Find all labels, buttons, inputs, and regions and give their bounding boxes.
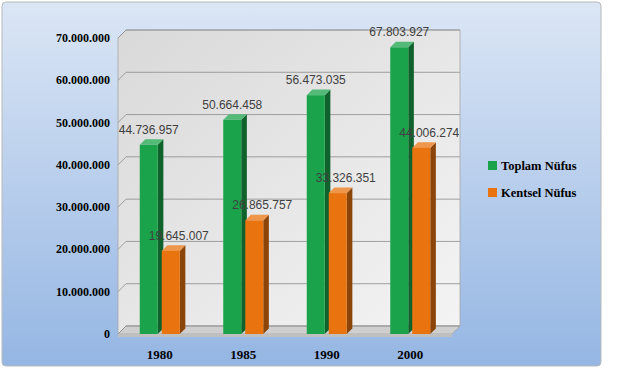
bar-side: [180, 245, 186, 334]
category-label: 1985: [230, 347, 257, 362]
bar-side: [347, 187, 353, 334]
bar-top: [140, 139, 164, 145]
tick-label: 40.000.000: [56, 158, 110, 172]
x-axis: 1980 1985 1990 2000: [147, 347, 424, 362]
floor-edge: [118, 334, 452, 337]
data-label: 44.736.957: [119, 123, 179, 137]
data-label: 19.645.007: [149, 229, 209, 243]
data-label: 50.664.458: [202, 98, 262, 112]
bar: [245, 220, 263, 334]
bar-top: [329, 187, 353, 193]
tick-label: 0: [104, 327, 110, 341]
bars: [140, 42, 436, 334]
bar-side: [263, 215, 269, 334]
bar-top: [245, 215, 269, 221]
tick-label: 60.000.000: [56, 73, 110, 87]
legend-swatch: [488, 188, 497, 197]
category-label: 1980: [147, 347, 173, 362]
tick-label: 10.000.000: [56, 285, 110, 299]
bar: [390, 47, 408, 334]
bar-top: [223, 114, 247, 120]
bar-top: [162, 245, 186, 251]
tick-label: 50.000.000: [56, 116, 110, 130]
category-label: 2000: [397, 347, 423, 362]
bar: [412, 148, 430, 334]
plot-wall: [118, 30, 460, 334]
bar: [329, 193, 347, 334]
legend-label: Kentsel Nüfus: [501, 186, 576, 200]
tick-label: 20.000.000: [56, 242, 110, 256]
bar: [223, 120, 241, 334]
legend-swatch: [488, 161, 497, 170]
bar: [162, 251, 180, 334]
y-axis: 0 10.000.000 20.000.000 30.000.000 40.000.00…: [56, 30, 460, 341]
bar-top: [390, 42, 414, 48]
data-label: 26.865.757: [232, 198, 292, 212]
category-label: 1990: [314, 347, 340, 362]
data-label: 44.006.274: [399, 126, 459, 140]
legend-label: Toplam Nüfus: [501, 159, 577, 173]
legend: Toplam Nüfus Kentsel Nüfus: [488, 159, 577, 200]
chart: 0 10.000.000 20.000.000 30.000.000 40.000.00…: [0, 0, 617, 370]
data-label: 67.803.927: [369, 25, 429, 39]
data-label: 56.473.035: [286, 73, 346, 87]
chart-root: 0 10.000.000 20.000.000 30.000.000 40.000.00…: [0, 0, 617, 370]
bar-top: [412, 142, 436, 148]
data-label: 33.326.351: [316, 171, 376, 185]
bar-top: [307, 90, 331, 96]
tick-label: 70.000.000: [56, 31, 110, 45]
bar: [307, 95, 325, 334]
chart-area: [2, 2, 601, 366]
bar-side: [430, 142, 436, 334]
data-labels: 44.736.957 50.664.458 56.473.035 67.803.927…: [119, 25, 460, 243]
tick-label: 30.000.000: [56, 200, 110, 214]
